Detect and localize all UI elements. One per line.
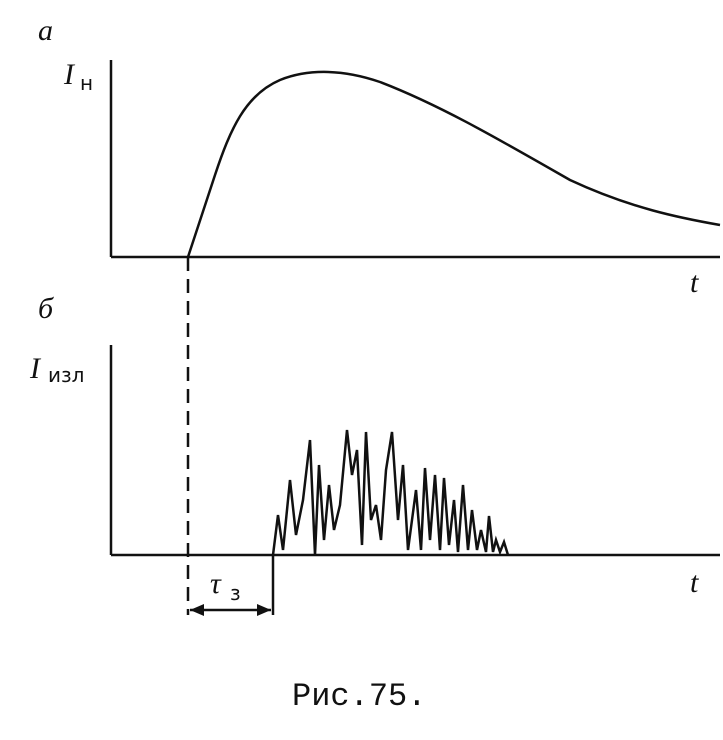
- y-axis-subscript: изл: [48, 363, 84, 387]
- panel-label: б: [38, 292, 54, 325]
- current-curve: [186, 70, 721, 258]
- x-axis-label: t: [690, 266, 699, 299]
- delay-symbol: τ: [210, 567, 222, 600]
- y-axis-symbol: I: [29, 352, 42, 385]
- y-axis-subscript: н: [80, 71, 93, 95]
- x-axis-label: t: [690, 566, 699, 599]
- caption: Рис.75.: [292, 678, 426, 715]
- y-axis-symbol: I: [63, 58, 76, 91]
- delay-subscript: з: [230, 581, 241, 605]
- panel-label: а: [38, 14, 53, 47]
- emission-pulses: [271, 429, 510, 556]
